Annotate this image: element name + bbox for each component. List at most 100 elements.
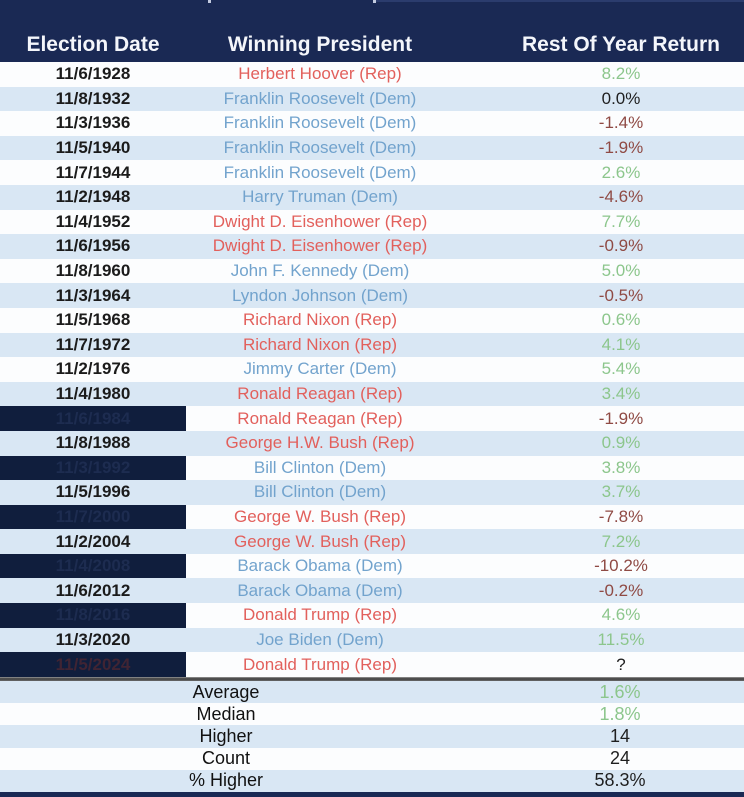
return-cell: 0.0% <box>601 88 641 108</box>
table-row: 11/4/1952 Dwight D. Eisenhower (Rep) 7.7… <box>0 209 744 235</box>
president-cell: George W. Bush (Rep) <box>234 531 406 551</box>
table-row: 11/5/2024 Donald Trump (Rep) ? <box>0 652 744 677</box>
return-cell: 0.6% <box>601 310 641 330</box>
table-row: 11/3/1936 Franklin Roosevelt (Dem) -1.4% <box>0 111 744 136</box>
election-date-cell: 11/7/1972 <box>55 334 131 354</box>
return-cell: 11.5% <box>597 629 645 649</box>
table-row: 11/6/2012 Barack Obama (Dem) -0.2% <box>0 578 744 604</box>
summary-label: Median <box>196 703 256 724</box>
election-date-cell: 11/3/1964 <box>55 285 131 305</box>
president-cell: Barack Obama (Dem) <box>237 580 403 600</box>
return-cell: -1.9% <box>598 408 644 428</box>
president-cell: Barack Obama (Dem) <box>237 556 403 576</box>
election-date-cell: 11/3/1936 <box>55 113 131 133</box>
summary-value: 14 <box>609 726 631 746</box>
president-cell: Donald Trump (Rep) <box>242 654 397 674</box>
return-cell: 4.1% <box>601 334 641 354</box>
table-body: 11/6/1928 Herbert Hoover (Rep) 8.2% 11/8… <box>0 62 744 677</box>
election-date-cell: 11/5/1940 <box>55 138 131 158</box>
table-row: 11/7/1944 Franklin Roosevelt (Dem) 2.6% <box>0 160 744 185</box>
return-cell: -0.5% <box>598 285 644 305</box>
election-date-cell: 11/2/1976 <box>55 359 131 379</box>
return-cell: 7.2% <box>601 531 641 551</box>
gridline-tick <box>373 0 376 3</box>
president-cell: Jimmy Carter (Dem) <box>243 359 397 379</box>
return-cell: 4.6% <box>601 605 641 625</box>
gridline-segment <box>376 0 744 2</box>
president-cell: George W. Bush (Rep) <box>234 506 406 526</box>
return-cell: 7.7% <box>601 211 641 231</box>
table-row: 11/7/2000 George W. Bush (Rep) -7.8% <box>0 504 744 530</box>
table-row: 11/8/2016 Donald Trump (Rep) 4.6% <box>0 603 744 628</box>
table-row: 11/8/1988 George H.W. Bush (Rep) 0.9% <box>0 430 744 456</box>
president-cell: Dwight D. Eisenhower (Rep) <box>212 211 428 231</box>
return-cell: -4.6% <box>598 187 644 207</box>
president-cell: John F. Kennedy (Dem) <box>230 261 410 281</box>
election-date-cell: 11/8/1960 <box>55 261 131 281</box>
table-row: 11/3/1992 Bill Clinton (Dem) 3.8% <box>0 455 744 481</box>
return-cell: -1.9% <box>598 138 644 158</box>
return-cell: 5.4% <box>601 359 641 379</box>
election-date-cell: 11/2/2004 <box>55 531 131 551</box>
election-date-cell: 11/2/1948 <box>55 187 131 207</box>
return-cell: 8.2% <box>601 64 641 84</box>
table-row: 11/2/1948 Harry Truman (Dem) -4.6% <box>0 184 744 210</box>
summary-row: Average 1.6% <box>0 681 744 704</box>
table-row: 11/4/2008 Barack Obama (Dem) -10.2% <box>0 553 744 579</box>
election-date-cell: 11/4/2008 <box>0 553 186 579</box>
table-row: 11/2/1976 Jimmy Carter (Dem) 5.4% <box>0 357 744 382</box>
election-date-cell: 11/8/2016 <box>0 603 186 628</box>
column-header-rest-of-year-return: Rest Of Year Return <box>521 33 720 56</box>
table-row: 11/5/1968 Richard Nixon (Rep) 0.6% <box>0 307 744 333</box>
table-row: 11/3/1964 Lyndon Johnson (Dem) -0.5% <box>0 283 744 308</box>
election-date-cell: 11/5/1996 <box>55 482 131 502</box>
election-date-cell: 11/7/1944 <box>55 162 131 182</box>
return-cell: -10.2% <box>594 556 648 576</box>
table-row: 11/8/1932 Franklin Roosevelt (Dem) 0.0% <box>0 86 744 112</box>
table-row: 11/4/1980 Ronald Reagan (Rep) 3.4% <box>0 381 744 407</box>
summary-value: 1.8% <box>599 703 641 724</box>
president-cell: Ronald Reagan (Rep) <box>237 408 403 428</box>
president-cell: Dwight D. Eisenhower (Rep) <box>212 236 428 256</box>
return-cell: 3.7% <box>601 482 641 502</box>
election-date-cell: 11/6/2012 <box>55 580 131 600</box>
table-row: 11/5/1996 Bill Clinton (Dem) 3.7% <box>0 480 744 505</box>
summary-value: 58.3% <box>594 770 646 791</box>
election-date-cell: 11/7/2000 <box>0 504 186 530</box>
president-cell: Donald Trump (Rep) <box>242 605 397 625</box>
president-cell: Franklin Roosevelt (Dem) <box>223 162 417 182</box>
president-cell: George H.W. Bush (Rep) <box>225 433 415 453</box>
president-cell: Franklin Roosevelt (Dem) <box>223 113 417 133</box>
column-header-election-date: Election Date <box>26 33 160 56</box>
summary-divider <box>0 677 744 681</box>
table-row: 11/3/2020 Joe Biden (Dem) 11.5% <box>0 627 744 653</box>
president-cell: Franklin Roosevelt (Dem) <box>223 88 417 108</box>
president-cell: Franklin Roosevelt (Dem) <box>223 138 417 158</box>
summary-value: 1.6% <box>599 681 641 702</box>
election-date-cell: 11/3/1992 <box>0 455 186 481</box>
summary-row: % Higher 58.3% <box>0 769 744 793</box>
election-date-cell: 11/3/2020 <box>55 629 131 649</box>
election-date-cell: 11/8/1932 <box>55 88 131 108</box>
table-row: 11/6/1984 Ronald Reagan (Rep) -1.9% <box>0 406 744 431</box>
return-cell: -0.9% <box>598 236 644 256</box>
column-header-winning-president: Winning President <box>227 33 413 56</box>
summary-value: 24 <box>609 748 631 769</box>
president-cell: Bill Clinton (Dem) <box>253 457 387 477</box>
return-cell: -7.8% <box>598 506 644 526</box>
return-cell: ? <box>616 654 626 674</box>
summary-row: Count 24 <box>0 747 744 770</box>
election-date-cell: 11/6/1928 <box>55 64 131 84</box>
table-row: 11/6/1956 Dwight D. Eisenhower (Rep) -0.… <box>0 234 744 259</box>
return-cell: 5.0% <box>601 261 641 281</box>
table-row: 11/2/2004 George W. Bush (Rep) 7.2% <box>0 529 744 554</box>
gridline-tick <box>208 0 211 3</box>
summary-block: Average 1.6% Median 1.8% Higher 14 Count… <box>0 681 744 793</box>
summary-row: Median 1.8% <box>0 703 744 726</box>
summary-label: % Higher <box>188 770 264 791</box>
president-cell: Joe Biden (Dem) <box>256 629 384 649</box>
summary-row: Higher 14 <box>0 725 744 748</box>
return-cell: 3.8% <box>601 457 641 477</box>
table-row: 11/7/1972 Richard Nixon (Rep) 4.1% <box>0 332 744 358</box>
president-cell: Herbert Hoover (Rep) <box>238 64 402 84</box>
